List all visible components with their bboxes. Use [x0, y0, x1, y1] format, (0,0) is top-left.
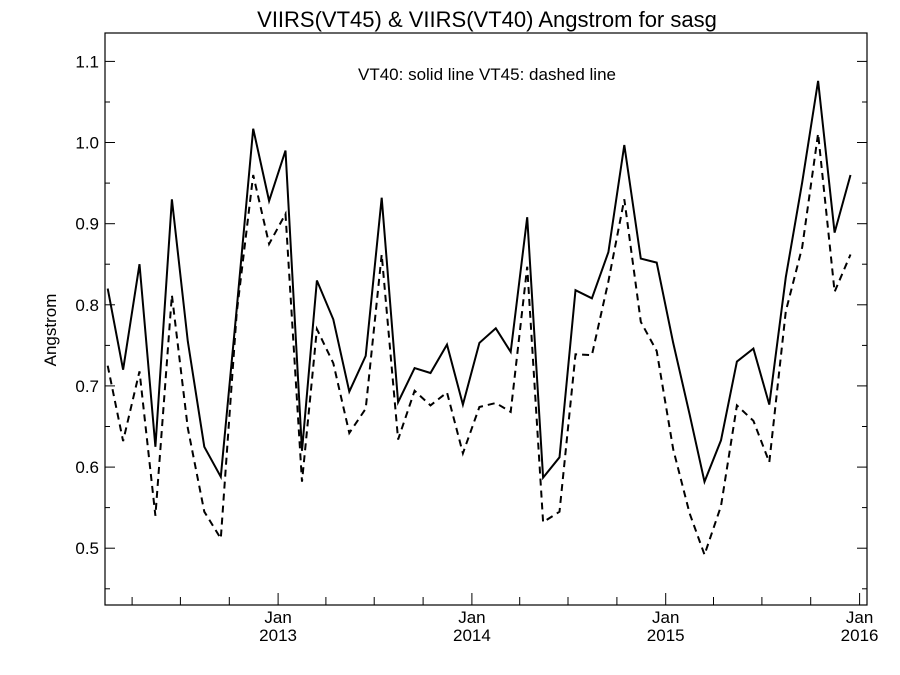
x-tick-label-year: 2015: [647, 626, 685, 645]
vt40-solid-line: [106, 80, 852, 486]
plot-frame: [104, 32, 868, 606]
x-tick-label-month: Jan: [652, 608, 679, 627]
vt45-dashed-line: [106, 133, 852, 558]
x-tick-label-month: Jan: [264, 608, 291, 627]
y-tick-label: 0.5: [75, 539, 99, 558]
y-tick-label: 0.8: [75, 296, 99, 315]
y-axis-label: Angstrom: [41, 294, 60, 367]
chart-title: VIIRS(VT45) & VIIRS(VT40) Angstrom for s…: [257, 7, 717, 32]
series-lines: [106, 80, 852, 558]
y-tick-label: 0.9: [75, 215, 99, 234]
x-tick-label-year: 2014: [453, 626, 491, 645]
x-tick-label-year: 2013: [259, 626, 297, 645]
series-annotation: VT40: solid line VT45: dashed line: [358, 65, 616, 84]
x-tick-label-month: Jan: [458, 608, 485, 627]
y-tick-label: 0.6: [75, 458, 99, 477]
x-tick-label-month: Jan: [846, 608, 873, 627]
x-tick-label-year: 2016: [841, 626, 879, 645]
y-axis-ticks: 0.5 0.6 0.7 0.8 0.9 1.0 1.1: [75, 52, 867, 590]
y-tick-label: 1.0: [75, 134, 99, 153]
y-tick-label: 0.7: [75, 377, 99, 396]
y-tick-label: 1.1: [75, 52, 99, 71]
